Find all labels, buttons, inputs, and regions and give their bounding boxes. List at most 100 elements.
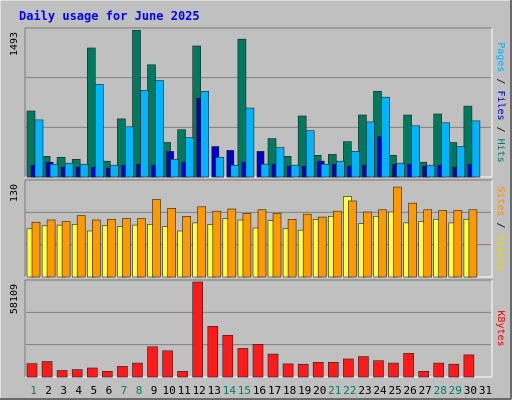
- bar-sites-day-13: [212, 210, 222, 278]
- bar-pages-day-16: [260, 163, 270, 178]
- legend-segment: Pages: [495, 42, 506, 72]
- bar-pages-day-10: [170, 159, 179, 178]
- x-axis-day-label: 17: [268, 384, 281, 397]
- bar-sites-day-6: [107, 219, 116, 278]
- x-axis-day-label: 16: [253, 384, 266, 397]
- bar-sites-day-30: [468, 209, 478, 278]
- bar-pages-day-14: [230, 164, 240, 178]
- chart-panels: 1493 Pages / Files / Hits 130 Sites / Visit…: [9, 27, 506, 378]
- bar-kbytes-day-5: [87, 367, 98, 378]
- bar-hits-day-8: [132, 29, 141, 178]
- x-axis-day-label: 1: [30, 384, 37, 397]
- bar-pages-day-19: [305, 130, 315, 178]
- bar-files-day-14: [226, 150, 235, 178]
- bar-pages-day-28: [441, 122, 451, 178]
- bar-sites-day-26: [408, 202, 417, 278]
- x-axis-day-label: 18: [283, 384, 296, 397]
- bar-pages-day-25: [396, 162, 405, 178]
- bar-kbytes-day-4: [71, 369, 83, 378]
- bar-pages-day-7: [125, 126, 134, 178]
- bar-kbytes-day-16: [252, 343, 264, 378]
- bar-sites-day-22: [348, 200, 357, 278]
- legend-segment: /: [495, 121, 506, 139]
- bar-sites-day-24: [378, 209, 387, 278]
- bar-kbytes-day-8: [132, 362, 143, 378]
- bar-sites-day-5: [92, 219, 101, 278]
- x-axis-day-label: 21: [328, 384, 341, 397]
- bar-sites-day-12: [197, 206, 206, 278]
- legend-segment: Hits: [495, 139, 506, 163]
- bar-pages-day-8: [140, 90, 149, 178]
- bar-sites-day-28: [438, 210, 448, 278]
- bar-kbytes-day-9: [147, 346, 158, 378]
- bar-kbytes-day-21: [327, 361, 339, 378]
- bar-sites-day-2: [46, 219, 56, 278]
- x-axis-day-label: 20: [313, 384, 326, 397]
- x-axis-day-label: 4: [75, 384, 82, 397]
- x-axis-day-label: 22: [343, 384, 356, 397]
- bar-kbytes-day-20: [312, 361, 324, 378]
- bar-sites-day-1: [31, 221, 41, 278]
- bar-sites-day-17: [272, 213, 282, 278]
- bar-kbytes-day-3: [56, 370, 68, 378]
- bar-pages-day-29: [456, 146, 466, 178]
- bar-kbytes-day-24: [373, 360, 384, 378]
- bar-kbytes-day-15: [237, 348, 249, 378]
- bar-sites-day-8: [137, 218, 146, 278]
- x-axis-day-label: 24: [373, 384, 387, 397]
- bar-pages-day-18: [290, 164, 300, 178]
- bar-sites-day-9: [152, 199, 161, 278]
- bar-pages-day-3: [64, 162, 74, 178]
- x-axis-day-label: 27: [419, 384, 432, 397]
- panel-top: 1493 Pages / Files / Hits: [9, 27, 506, 178]
- bar-kbytes-day-23: [358, 356, 369, 378]
- bar-sites-day-23: [363, 211, 372, 278]
- bar-kbytes-day-28: [433, 362, 445, 378]
- bar-kbytes-day-7: [117, 366, 128, 378]
- panel-bottom-legend-label: KBytes: [495, 310, 506, 346]
- bar-kbytes-day-19: [297, 363, 309, 378]
- bar-pages-day-22: [351, 151, 360, 178]
- bar-pages-day-2: [49, 163, 59, 178]
- bar-pages-day-27: [426, 164, 436, 178]
- panel-top-legend-label: Pages / Files / Hits: [495, 42, 506, 162]
- bar-pages-day-6: [110, 164, 119, 178]
- bar-pages-day-30: [471, 120, 481, 178]
- bar-kbytes-day-29: [448, 363, 460, 378]
- panel-bottom-max-label: 58109: [9, 284, 20, 314]
- bar-kbytes-day-11: [177, 370, 188, 378]
- chart-title: Daily usage for June 2025: [19, 9, 200, 23]
- bar-sites-day-10: [167, 208, 176, 278]
- bar-kbytes-day-25: [388, 362, 399, 378]
- bar-sites-day-11: [182, 216, 191, 278]
- x-axis-day-label: 23: [358, 384, 371, 397]
- bar-kbytes-day-12: [192, 281, 203, 378]
- bar-sites-day-29: [453, 210, 463, 278]
- bar-pages-day-11: [185, 137, 194, 178]
- bar-sites-day-18: [287, 219, 297, 278]
- bar-hits-day-15: [237, 38, 247, 178]
- bar-kbytes-day-1: [26, 363, 38, 378]
- x-axis-day-label: 5: [90, 384, 97, 397]
- x-axis-day-label: 13: [208, 384, 221, 397]
- bar-kbytes-day-30: [463, 354, 475, 378]
- bar-pages-day-17: [275, 147, 285, 178]
- bar-kbytes-day-27: [418, 370, 430, 378]
- bar-kbytes-day-18: [282, 363, 294, 378]
- panel-middle-max-label: 130: [9, 184, 20, 202]
- bar-kbytes-day-17: [267, 353, 279, 378]
- bar-sites-day-20: [317, 216, 327, 278]
- legend-segment: /: [495, 216, 506, 234]
- bar-sites-day-7: [122, 218, 131, 278]
- x-axis-day-label: 11: [178, 384, 191, 397]
- legend-segment: KBytes: [495, 310, 506, 346]
- bar-pages-day-13: [215, 157, 225, 178]
- x-axis-day-label: 14: [223, 384, 237, 397]
- x-axis-day-label: 26: [403, 384, 416, 397]
- x-axis-day-label: 19: [298, 384, 311, 397]
- bar-kbytes-day-6: [102, 370, 113, 378]
- bar-sites-day-3: [61, 221, 71, 278]
- bar-pages-day-21: [335, 160, 345, 178]
- x-axis-day-label: 10: [162, 384, 175, 397]
